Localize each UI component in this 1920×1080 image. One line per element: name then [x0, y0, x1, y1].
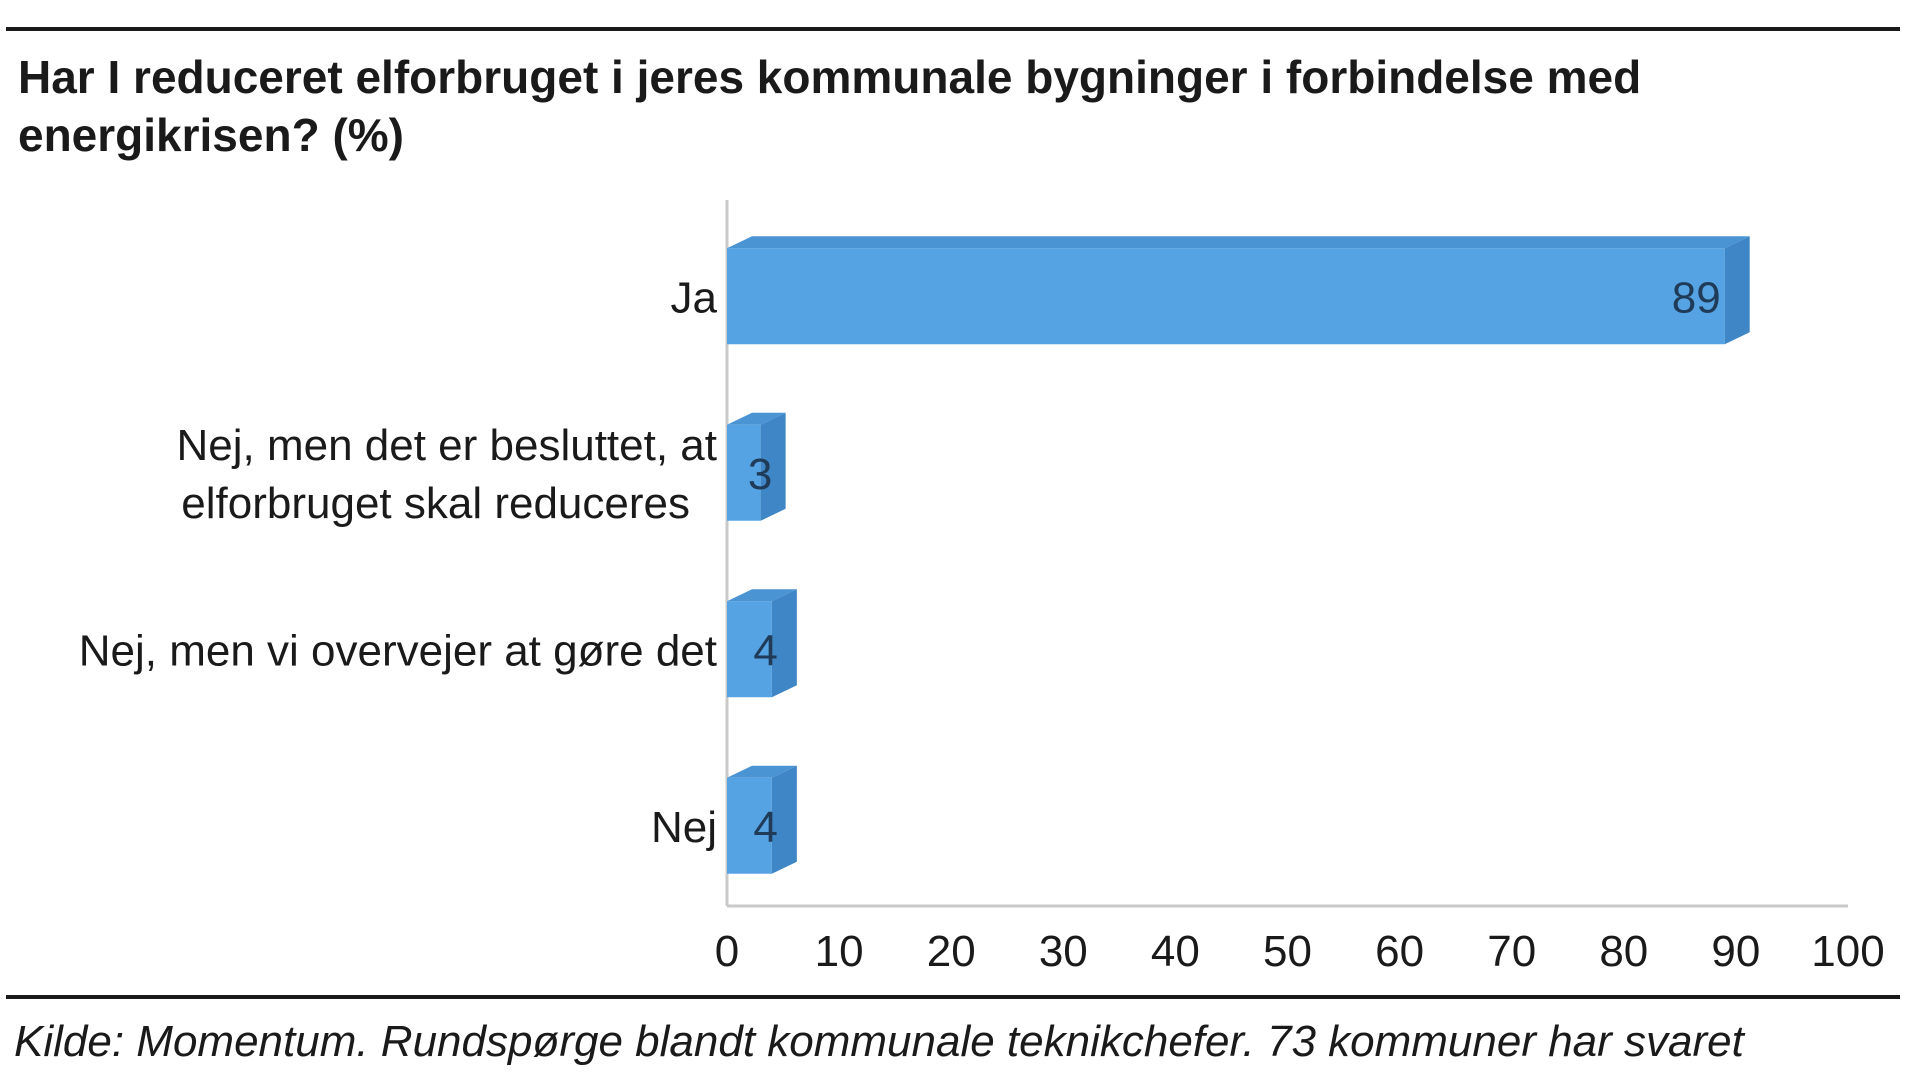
x-tick-label: 80: [1599, 927, 1648, 976]
category-label: Nej, men vi overvejer at gøre det: [79, 626, 717, 675]
x-tick-label: 60: [1375, 927, 1424, 976]
bar-side-face: [760, 412, 786, 521]
bar-top-face: [727, 236, 1750, 249]
bar-side-face: [771, 765, 797, 874]
source-note: Kilde: Momentum. Rundspørge blandt kommu…: [14, 1017, 1744, 1066]
bar-top-face: [727, 589, 797, 602]
x-tick-label: 0: [715, 927, 739, 976]
bar: [727, 601, 772, 698]
category-label: Nej, men det er besluttet, at: [176, 421, 717, 470]
category-label: Nej: [651, 803, 717, 852]
x-tick-label: 10: [815, 927, 864, 976]
x-tick-label: 40: [1151, 927, 1200, 976]
bar-top-face: [727, 765, 797, 778]
chart-title: Har I reduceret elforbruget i jeres komm…: [18, 51, 1642, 161]
bar-side-face: [771, 589, 797, 698]
category-label: elforbruget skal reduceres: [181, 479, 690, 528]
x-tick-label: 30: [1039, 927, 1088, 976]
x-tick-label: 70: [1487, 927, 1536, 976]
bar-top-face: [727, 412, 786, 425]
bar-side-face: [1724, 236, 1750, 345]
bar: [727, 777, 772, 874]
x-tick-label: 20: [927, 927, 976, 976]
bottom-rule: [6, 995, 1900, 999]
x-tick-label: 90: [1711, 927, 1760, 976]
x-tick-label: 50: [1263, 927, 1312, 976]
data-label: 3: [748, 450, 772, 499]
top-rule: [6, 27, 1900, 31]
data-label: 89: [1672, 273, 1721, 322]
bar: [727, 424, 761, 521]
bar: [727, 248, 1725, 345]
data-label: 4: [753, 803, 777, 852]
x-tick-label: 100: [1811, 927, 1884, 976]
data-label: 4: [753, 626, 777, 675]
bar-chart: 89 Ja 3 Nej, men det er besluttet, at elforb…: [79, 200, 1885, 976]
category-label: Ja: [671, 273, 718, 322]
